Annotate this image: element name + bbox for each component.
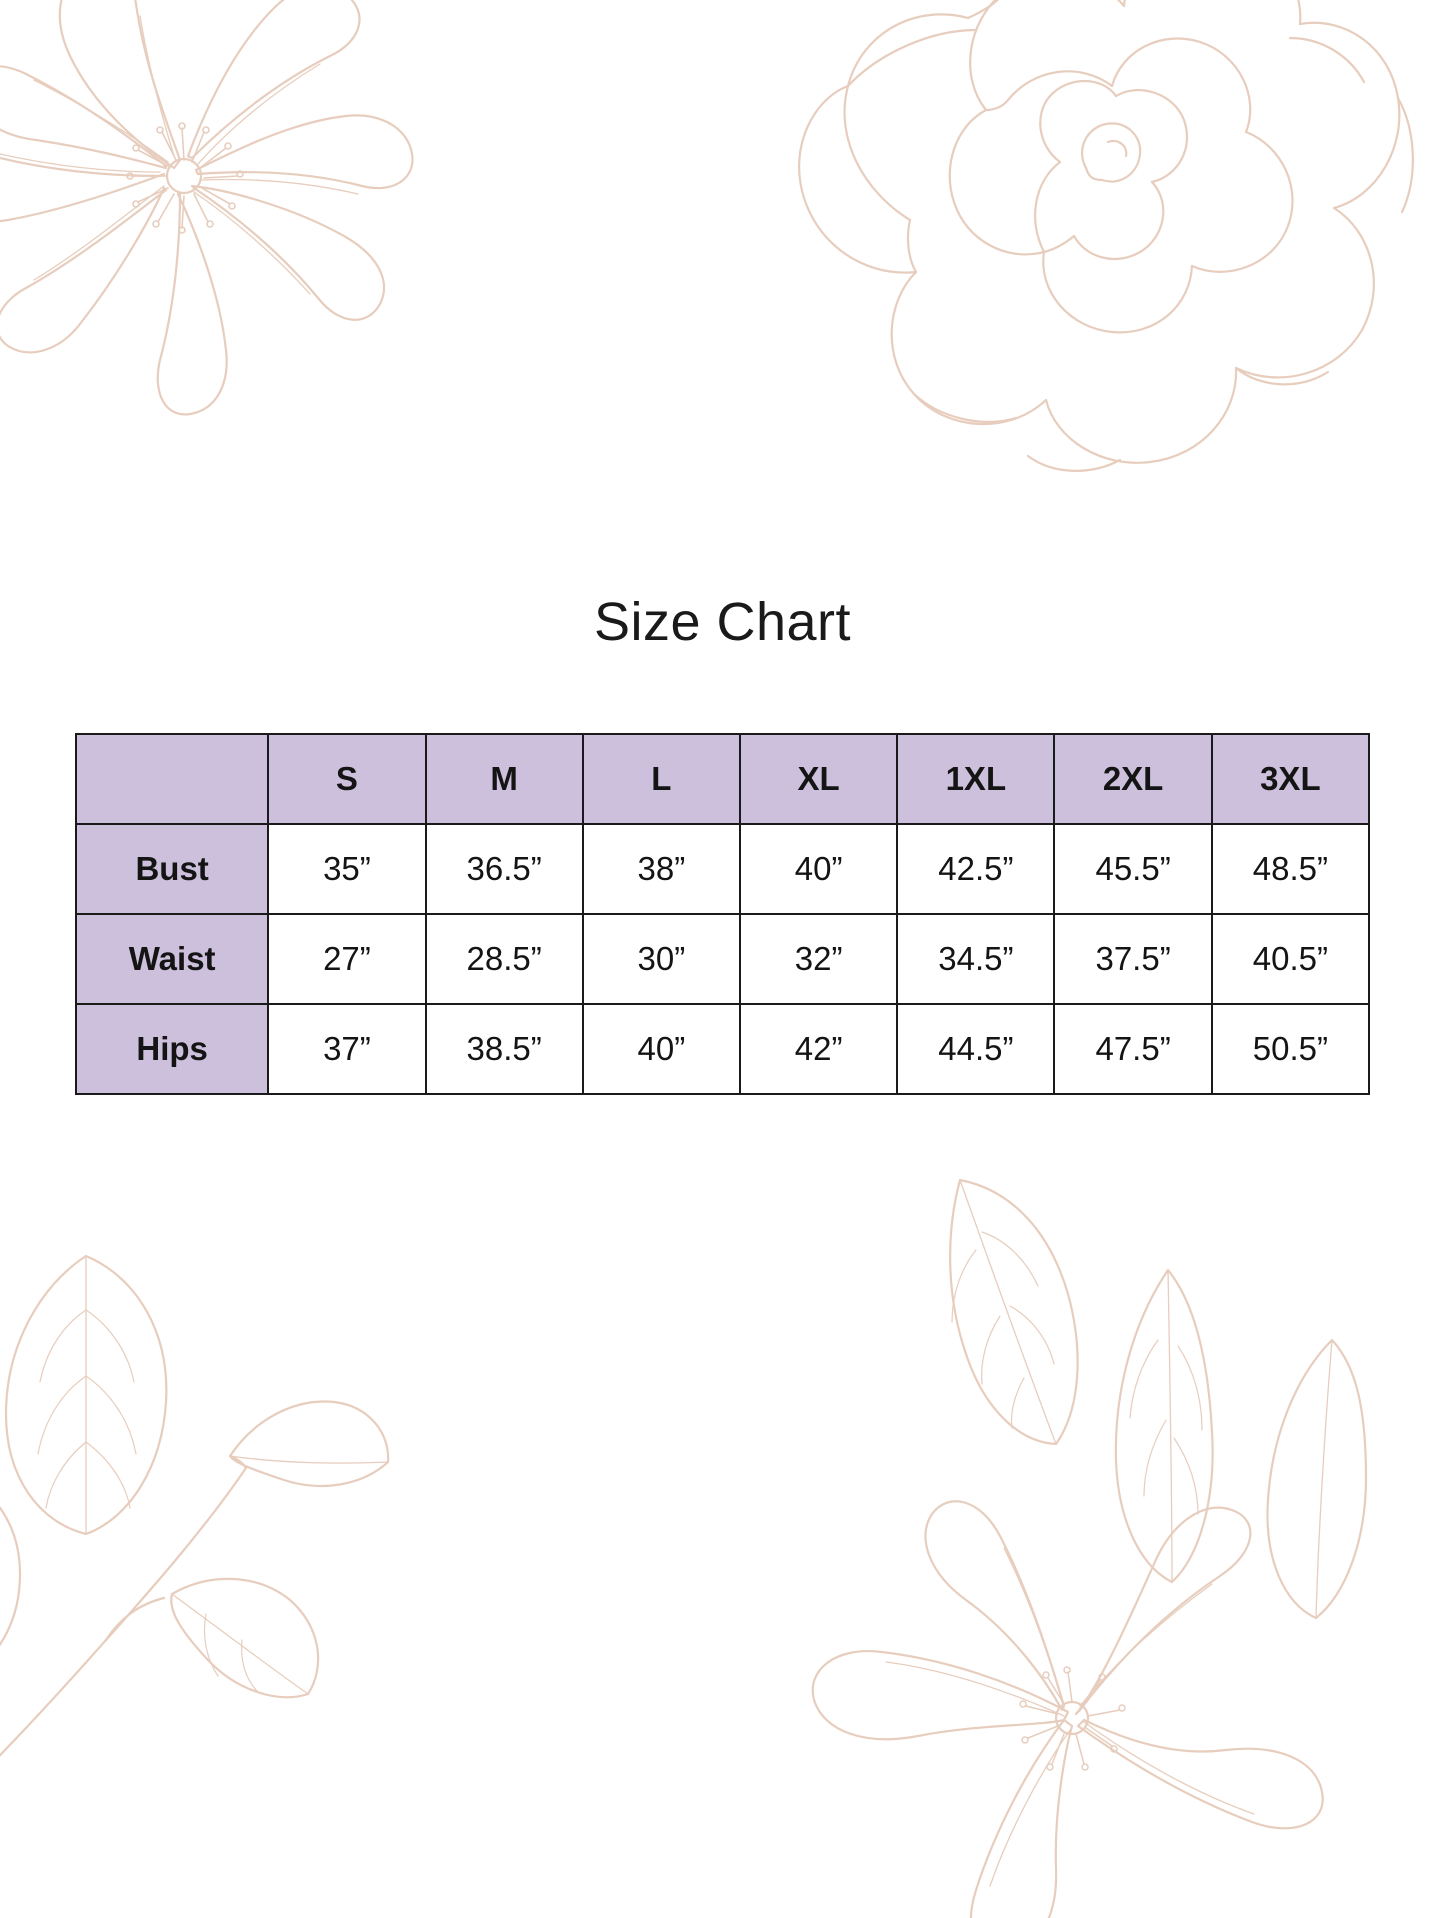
- table-header-row: S M L XL 1XL 2XL 3XL: [74, 733, 1371, 825]
- cell-hips-s: 37”: [267, 1003, 427, 1095]
- leaf-branch-icon: [0, 1170, 510, 1918]
- table-header: S M L XL 1XL 2XL 3XL: [74, 733, 1371, 825]
- table-row-waist: Waist 27” 28.5” 30” 32” 34.5” 37.5” 40.5…: [74, 913, 1371, 1005]
- cell-bust-2xl: 45.5”: [1053, 823, 1213, 915]
- cell-waist-l: 30”: [581, 913, 742, 1005]
- cell-waist-1xl: 34.5”: [896, 913, 1056, 1005]
- cell-hips-xl: 42”: [738, 1003, 899, 1095]
- cell-bust-l: 38”: [581, 823, 742, 915]
- table-row-hips: Hips 37” 38.5” 40” 42” 44.5” 47.5” 50.5”: [74, 1003, 1371, 1095]
- cell-bust-xl: 40”: [738, 823, 899, 915]
- row-label-waist: Waist: [74, 913, 270, 1005]
- column-header-xl: XL: [738, 733, 899, 825]
- table-corner-cell: [74, 733, 270, 825]
- size-chart-table: S M L XL 1XL 2XL 3XL Bust 35” 36.5” 38” …: [74, 733, 1371, 1095]
- cell-hips-3xl: 50.5”: [1210, 1003, 1371, 1095]
- table-row-bust: Bust 35” 36.5” 38” 40” 42.5” 45.5” 48.5”: [74, 823, 1371, 915]
- cell-hips-l: 40”: [581, 1003, 742, 1095]
- column-header-1xl: 1XL: [896, 733, 1056, 825]
- column-header-l: L: [581, 733, 742, 825]
- cell-waist-xl: 32”: [738, 913, 899, 1005]
- column-header-s: S: [267, 733, 427, 825]
- leaf-and-flower-icon: [660, 1170, 1445, 1918]
- row-label-bust: Bust: [74, 823, 270, 915]
- cell-waist-3xl: 40.5”: [1210, 913, 1371, 1005]
- cell-bust-3xl: 48.5”: [1210, 823, 1371, 915]
- column-header-3xl: 3XL: [1210, 733, 1371, 825]
- peony-flower-icon: [790, 0, 1445, 480]
- column-header-2xl: 2XL: [1053, 733, 1213, 825]
- cell-hips-2xl: 47.5”: [1053, 1003, 1213, 1095]
- cell-bust-1xl: 42.5”: [896, 823, 1056, 915]
- column-header-m: M: [424, 733, 584, 825]
- table-body: Bust 35” 36.5” 38” 40” 42.5” 45.5” 48.5”…: [74, 823, 1371, 1095]
- cell-hips-1xl: 44.5”: [896, 1003, 1056, 1095]
- clematis-flower-icon: [0, 0, 450, 480]
- cell-bust-s: 35”: [267, 823, 427, 915]
- cell-waist-m: 28.5”: [424, 913, 584, 1005]
- size-chart-table-container: S M L XL 1XL 2XL 3XL Bust 35” 36.5” 38” …: [74, 733, 1371, 1095]
- row-label-hips: Hips: [74, 1003, 270, 1095]
- cell-hips-m: 38.5”: [424, 1003, 584, 1095]
- cell-waist-s: 27”: [267, 913, 427, 1005]
- page-title: Size Chart: [593, 592, 852, 652]
- cell-waist-2xl: 37.5”: [1053, 913, 1213, 1005]
- cell-bust-m: 36.5”: [424, 823, 584, 915]
